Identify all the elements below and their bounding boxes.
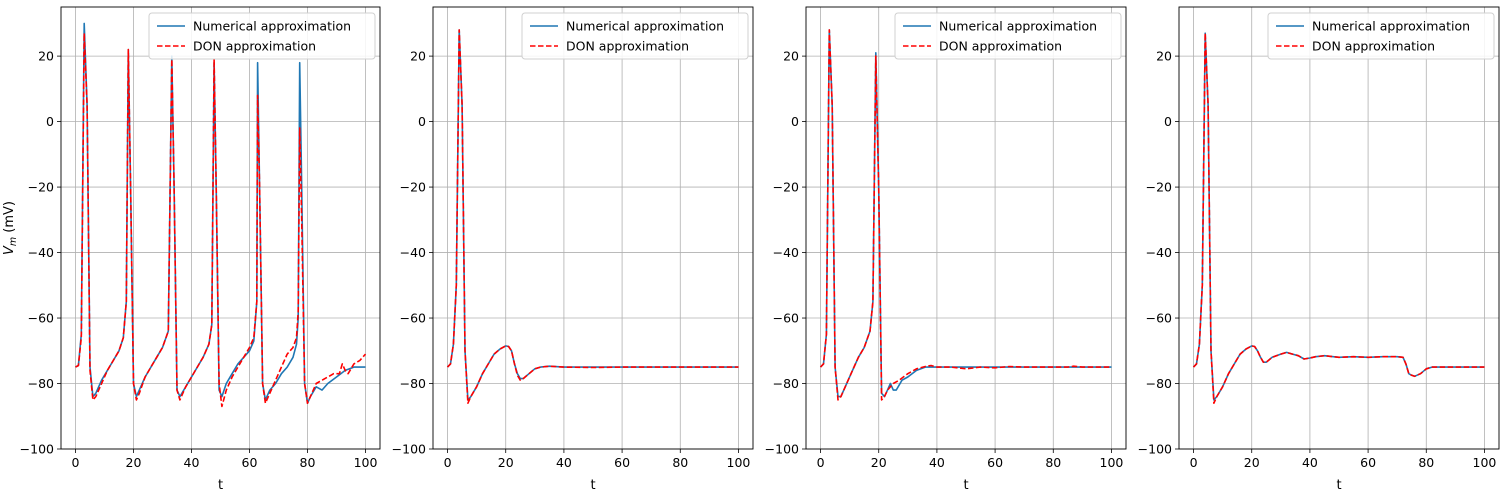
y-tick-label: −80 <box>1146 376 1172 391</box>
y-tick-label: −100 <box>392 442 426 457</box>
y-tick-label: −100 <box>20 442 54 457</box>
legend-label: DON approximation <box>1312 39 1435 54</box>
legend: Numerical approximation DON approximation <box>894 12 1122 60</box>
legend-label: DON approximation <box>566 39 689 54</box>
y-tick-label: 20 <box>1156 49 1172 64</box>
legend: Numerical approximation DON approximation <box>148 12 376 60</box>
x-tick-label: 60 <box>242 455 258 470</box>
x-tick-label: 0 <box>444 455 452 470</box>
x-tick-label: 100 <box>727 455 751 470</box>
plot-frame <box>1178 6 1500 450</box>
y-tick-label: −20 <box>28 180 54 195</box>
chart-panel-1: 0 20 40 60 80 100 −100 −80 −60 −40 −20 0 20 t Vm (mV) N… <box>2 6 381 493</box>
chart-panel-2: 0 20 40 60 80 100 −100 −80 −60 −40 −20 0 20 t Numerica… <box>392 6 754 493</box>
y-tick-label: −40 <box>400 245 426 260</box>
x-axis-label: t <box>590 478 595 493</box>
legend-box <box>894 12 1122 60</box>
y-tick-label: −80 <box>773 376 799 391</box>
x-tick-label: 100 <box>1473 455 1497 470</box>
x-tick-label: 0 <box>817 455 825 470</box>
legend-label: Numerical approximation <box>193 19 351 34</box>
legend: Numerical approximation DON approximation <box>521 12 749 60</box>
x-tick-label: 20 <box>1244 455 1260 470</box>
x-tick-label: 40 <box>1302 455 1318 470</box>
y-tick-label: 0 <box>418 114 426 129</box>
series-line-numerical <box>819 29 1112 398</box>
legend-label: DON approximation <box>193 39 316 54</box>
plot-frame <box>805 6 1127 450</box>
x-tick-label: 60 <box>987 455 1003 470</box>
legend-box <box>1267 12 1495 60</box>
y-tick-label: 20 <box>783 49 799 64</box>
series-line-numerical <box>1192 32 1485 401</box>
x-tick-label: 40 <box>556 455 572 470</box>
legend-box <box>521 12 749 60</box>
y-tick-label: 20 <box>38 49 54 64</box>
y-tick-label: −60 <box>773 311 799 326</box>
legend-label: Numerical approximation <box>939 19 1097 34</box>
chart-panel-4: 0 20 40 60 80 100 −100 −80 −60 −40 −20 0 20 t Numerica… <box>1138 6 1500 493</box>
x-tick-label: 40 <box>184 455 200 470</box>
y-tick-label: 0 <box>46 114 54 129</box>
x-tick-label: 60 <box>614 455 630 470</box>
x-tick-label: 20 <box>498 455 514 470</box>
series-line-numerical <box>446 29 739 401</box>
x-tick-label: 40 <box>929 455 945 470</box>
series-line-don <box>75 32 367 408</box>
legend: Numerical approximation DON approximation <box>1267 12 1495 60</box>
x-tick-label: 80 <box>300 455 316 470</box>
x-axis-label: t <box>963 478 968 493</box>
x-tick-label: 0 <box>72 455 80 470</box>
legend-label: Numerical approximation <box>1312 19 1470 34</box>
x-axis-label: t <box>1336 478 1341 493</box>
y-tick-label: −40 <box>1146 245 1172 260</box>
legend-box <box>148 12 376 60</box>
x-tick-label: 80 <box>1418 455 1434 470</box>
x-axis-label: t <box>218 478 223 493</box>
plot-frame <box>432 6 754 450</box>
x-tick-label: 100 <box>1100 455 1124 470</box>
y-tick-label: −60 <box>28 311 54 326</box>
x-tick-label: 80 <box>1045 455 1061 470</box>
plot-frame <box>60 6 381 450</box>
y-tick-label: 0 <box>1164 114 1172 129</box>
series-line-don <box>1192 32 1485 404</box>
x-tick-label: 100 <box>354 455 378 470</box>
y-tick-label: −20 <box>1146 180 1172 195</box>
x-tick-label: 60 <box>1360 455 1376 470</box>
y-tick-label: 20 <box>410 49 426 64</box>
y-tick-label: −60 <box>1146 311 1172 326</box>
y-tick-label: −80 <box>28 376 54 391</box>
series-line-numerical <box>75 22 366 404</box>
legend-label: DON approximation <box>939 39 1062 54</box>
series-line-don <box>819 29 1112 401</box>
y-tick-label: −40 <box>28 245 54 260</box>
y-tick-label: −60 <box>400 311 426 326</box>
y-tick-label: −80 <box>400 376 426 391</box>
chart-panel-3: 0 20 40 60 80 100 −100 −80 −60 −40 −20 0 20 t Numerica… <box>765 6 1127 493</box>
y-tick-label: −20 <box>773 180 799 195</box>
x-tick-label: 80 <box>672 455 688 470</box>
y-tick-label: −100 <box>765 442 799 457</box>
y-tick-label: −100 <box>1138 442 1172 457</box>
series-line-don <box>446 29 739 404</box>
x-tick-label: 0 <box>1190 455 1198 470</box>
y-axis-label: Vm (mV) <box>2 201 19 255</box>
x-tick-label: 20 <box>126 455 142 470</box>
legend-label: Numerical approximation <box>566 19 724 34</box>
x-tick-label: 20 <box>871 455 887 470</box>
y-tick-label: −20 <box>400 180 426 195</box>
y-tick-label: −40 <box>773 245 799 260</box>
y-tick-label: 0 <box>791 114 799 129</box>
